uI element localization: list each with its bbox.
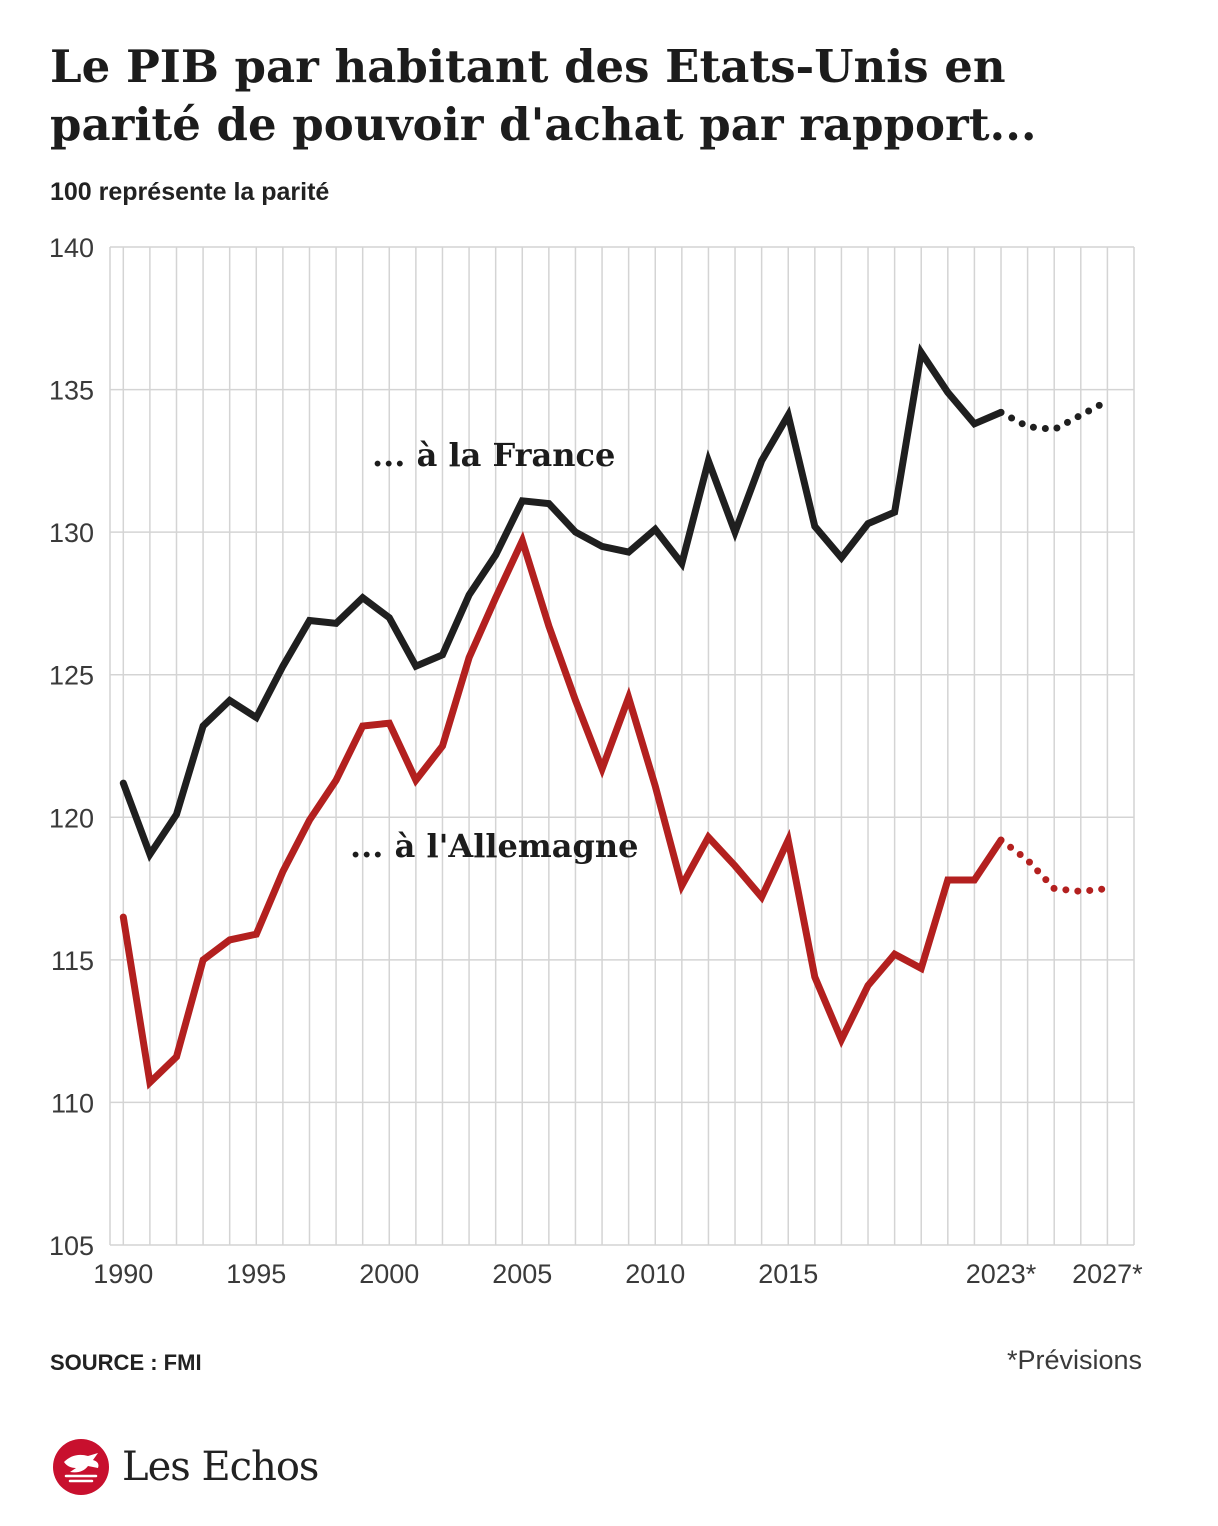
y-tick-label: 135 [49, 376, 94, 406]
x-tick-label: 1990 [93, 1259, 153, 1289]
series-label-france: ... à la France [372, 436, 615, 474]
les-echos-logo-icon [53, 1439, 109, 1495]
x-tick-label: 2023* [966, 1259, 1037, 1289]
y-tick-label: 110 [51, 1088, 94, 1118]
series-lines [119, 343, 1111, 1090]
grid [109, 246, 1135, 1246]
brand-name: Les Echos [122, 1444, 319, 1490]
series-forecast-france [997, 397, 1111, 434]
chart-subtitle: 100 représente la parité [50, 178, 330, 206]
y-tick-label: 140 [49, 233, 94, 263]
x-tick-label: 2000 [359, 1259, 419, 1289]
y-tick-label: 115 [51, 946, 94, 976]
forecast-footnote: *Prévisions [1006, 1345, 1142, 1375]
series-forecast-germany [997, 836, 1111, 895]
series-label-germany: ... à l'Allemagne [350, 827, 638, 865]
line-chart: 105 110 115 120 125 130 135 140 1990 1995 2000 2005… [49, 233, 1143, 1289]
x-tick-label: 2010 [625, 1259, 685, 1289]
y-tick-label: 105 [49, 1231, 94, 1261]
source-note: SOURCE : FMI [50, 1350, 202, 1375]
x-tick-label: 2027* [1072, 1259, 1143, 1289]
series-line-france [119, 343, 1005, 863]
y-tick-label: 125 [49, 661, 94, 691]
x-tick-label: 1995 [226, 1259, 286, 1289]
axis-labels: 105 110 115 120 125 130 135 140 1990 1995 2000 2005… [49, 233, 1143, 1289]
series-line-germany [119, 531, 1005, 1090]
y-tick-label: 120 [49, 803, 94, 833]
x-tick-label: 2015 [758, 1259, 818, 1289]
brand-logo: Les Echos [52, 1436, 319, 1498]
x-tick-label: 2005 [492, 1259, 552, 1289]
y-tick-label: 130 [49, 518, 94, 548]
chart-title: Le PIB par habitant des Etats-Unis en pa… [50, 40, 1037, 151]
